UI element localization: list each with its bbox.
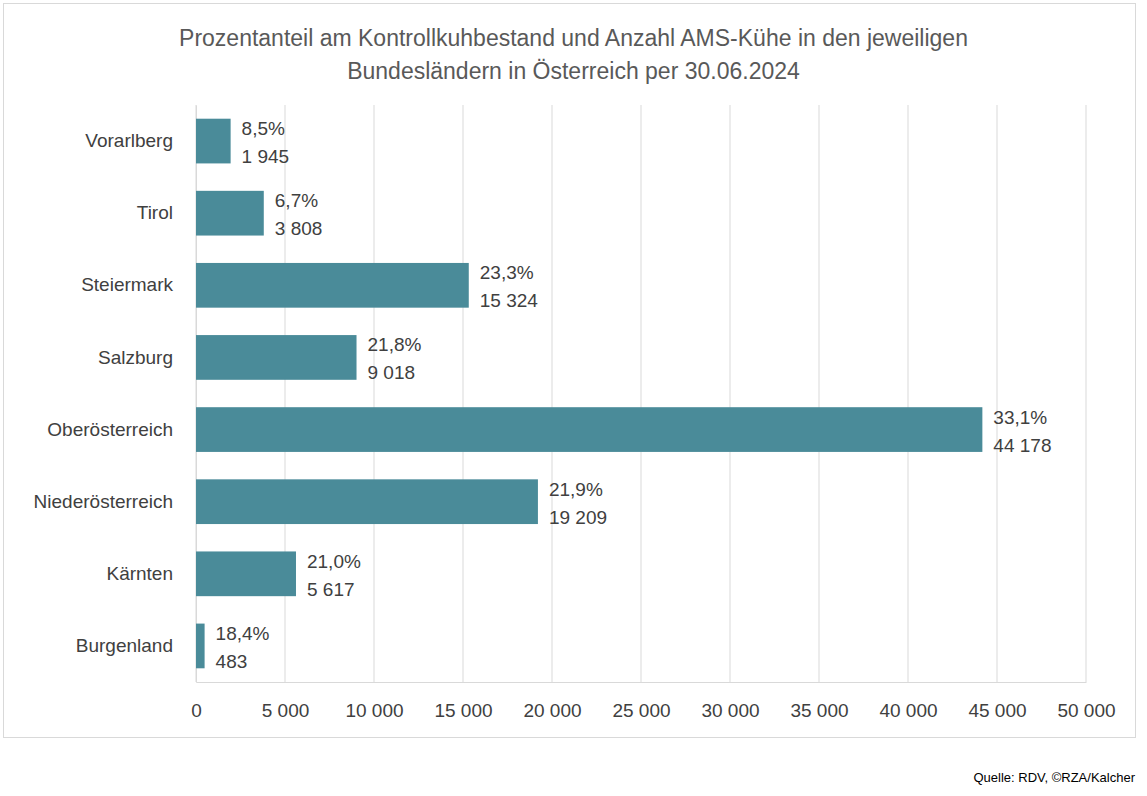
x-tick-label: 25 000 [612,700,670,721]
value-label: 3 808 [275,218,323,239]
grid-line [908,105,909,682]
value-label: 5 617 [307,579,355,600]
percentage-label: 33,1% [993,407,1047,428]
y-tick: Salzburg [98,347,196,368]
y-tick: Burgenland [76,635,196,656]
value-label: 15 324 [480,290,539,311]
x-tick-label: 50 000 [1057,700,1115,721]
chart-title: Bundesländern in Österreich per 30.06.20… [347,58,800,84]
x-tick-label: 35 000 [790,700,848,721]
y-tick: Oberösterreich [47,419,196,440]
x-tick: 40 000 [879,682,937,721]
y-tick: Niederösterreich [34,491,196,512]
y-tick-label: Steiermark [81,274,173,295]
x-axis-line [197,682,1087,683]
x-tick: 50 000 [1057,682,1115,721]
grid-line [641,105,642,682]
x-tick: 0 [191,682,202,721]
y-tick: Tirol [137,202,196,223]
y-axis: Vorarlberg Tirol Steiermark Salzburg Oberöst… [34,106,197,683]
y-tick-label: Tirol [137,202,173,223]
value-label: 1 945 [242,146,290,167]
x-tick: 10 000 [345,682,403,721]
x-axis: 0 5 000 10 000 15 000 20 000 25 000 30 000 35 0… [191,682,1115,721]
grid-line [730,105,731,682]
x-tick: 35 000 [790,682,848,721]
x-tick-label: 10 000 [345,700,403,721]
x-tick: 15 000 [434,682,492,721]
x-tick: 30 000 [701,682,759,721]
grid-line [997,105,998,682]
bar [196,407,982,452]
grid-line [374,105,375,682]
grid-line [819,105,820,682]
x-tick-label: 30 000 [701,700,759,721]
bar [196,335,357,380]
percentage-label: 21,9% [549,479,603,500]
percentage-label: 23,3% [480,262,534,283]
bar [196,624,205,669]
percentage-label: 21,0% [307,551,361,572]
value-label: 19 209 [549,507,607,528]
x-tick: 5 000 [262,682,310,721]
bar [196,263,469,308]
percentage-label: 6,7% [275,190,318,211]
y-tick-label: Burgenland [76,635,173,656]
grid-line [463,105,464,682]
x-tick-label: 0 [191,700,202,721]
x-tick: 45 000 [968,682,1026,721]
y-tick: Kärnten [106,563,196,584]
x-tick-label: 40 000 [879,700,937,721]
y-tick-label: Niederösterreich [34,491,173,512]
chart-frame [4,4,1136,738]
bar [196,191,264,236]
y-tick-label: Vorarlberg [85,130,173,151]
x-tick-label: 15 000 [434,700,492,721]
bars [196,119,982,669]
grid-line [1086,105,1087,682]
percentage-label: 18,4% [216,623,270,644]
source: Quelle: RDV, ©RZA/Kalcher [973,770,1135,785]
x-tick: 25 000 [612,682,670,721]
data-labels: 8,5% 1 945 6,7% 3 808 23,3% 15 324 21,8% 9 018 3… [216,118,1052,672]
y-tick-label: Salzburg [98,347,173,368]
y-tick-label: Oberösterreich [47,419,173,440]
grid-line [552,105,553,682]
x-tick-label: 45 000 [968,700,1026,721]
percentage-label: 8,5% [242,118,285,139]
percentage-label: 21,8% [368,334,422,355]
y-tick-label: Kärnten [106,563,173,584]
value-label: 9 018 [368,362,416,383]
plot: 0 5 000 10 000 15 000 20 000 25 000 30 000 35 0… [34,105,1116,721]
x-tick-label: 20 000 [523,700,581,721]
chart: Prozentanteil am Kontrollkuhbestand und … [0,0,1147,796]
bar [196,479,538,524]
bar [196,551,296,596]
x-tick: 20 000 [523,682,581,721]
grid [196,105,1086,682]
x-tick-label: 5 000 [262,700,310,721]
y-tick: Steiermark [81,274,196,295]
value-label: 44 178 [993,435,1051,456]
value-label: 483 [216,651,248,672]
chart-title: Prozentanteil am Kontrollkuhbestand und … [179,25,968,51]
y-tick: Vorarlberg [85,130,196,151]
bar [196,119,231,164]
